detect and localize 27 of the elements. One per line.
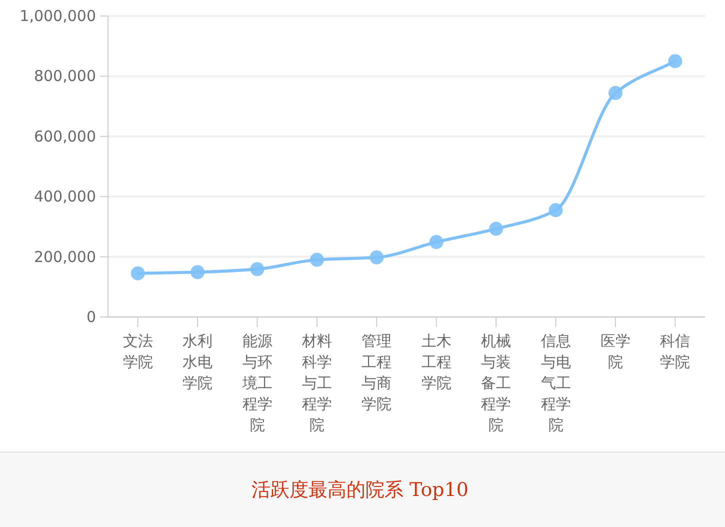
y-tick-label: 1,000,000 bbox=[20, 7, 96, 25]
y-tick-label: 600,000 bbox=[34, 127, 96, 146]
point bbox=[668, 54, 682, 68]
point bbox=[429, 235, 444, 250]
y-tick-label: 400,000 bbox=[34, 188, 96, 206]
x-tick-label: 水利水电学院 bbox=[182, 332, 213, 392]
point bbox=[190, 265, 205, 280]
y-tick-label: 200,000 bbox=[34, 248, 96, 266]
x-tick-label: 文法学院 bbox=[122, 332, 153, 371]
y-tick-label: 0 bbox=[86, 308, 96, 326]
x-tick-label: 医学院 bbox=[600, 332, 630, 371]
point bbox=[489, 222, 504, 236]
y-tick-label: 800,000 bbox=[34, 67, 96, 86]
x-tick-label: 土木工程学院 bbox=[421, 332, 452, 392]
x-tick-label: 材料科学与工程学院 bbox=[300, 332, 332, 434]
point bbox=[250, 262, 264, 276]
point bbox=[608, 86, 622, 100]
point bbox=[370, 250, 384, 264]
text: 活跃度最高的院系 Top10 bbox=[251, 479, 469, 501]
point bbox=[548, 203, 563, 218]
x-tick-label: 能源与环境工程学院 bbox=[241, 332, 272, 434]
x-tick-label: 机械与装备工程学院 bbox=[481, 332, 512, 434]
x-tick-label: 信息与电气工程学院 bbox=[540, 332, 571, 434]
point bbox=[130, 266, 145, 280]
x-tick-label: 科信学院 bbox=[660, 332, 690, 371]
x-tick-label: 管理工程与商学院 bbox=[362, 332, 392, 413]
point bbox=[310, 252, 324, 267]
